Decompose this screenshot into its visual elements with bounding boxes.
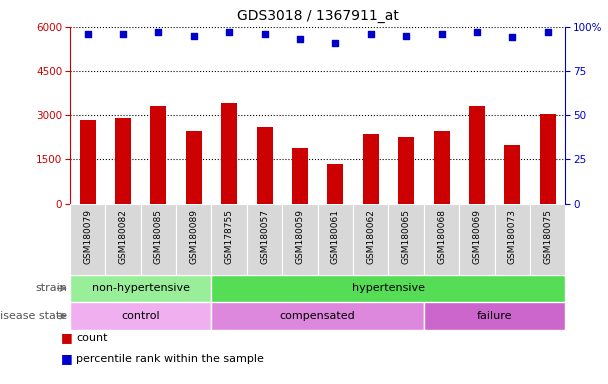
- Bar: [150, 106, 167, 204]
- Bar: [505, 145, 520, 204]
- Bar: [469, 106, 485, 204]
- Point: [224, 29, 234, 35]
- Bar: [186, 131, 202, 204]
- Bar: [434, 131, 449, 204]
- Bar: [328, 164, 344, 204]
- Bar: [424, 204, 459, 275]
- Point: [437, 31, 446, 37]
- Bar: [247, 204, 282, 275]
- Text: GSM180082: GSM180082: [119, 209, 128, 264]
- Point: [189, 33, 199, 39]
- Bar: [282, 204, 317, 275]
- Bar: [530, 204, 565, 275]
- Text: GSM180065: GSM180065: [402, 209, 410, 264]
- Point: [401, 33, 411, 39]
- Point: [543, 29, 553, 35]
- Bar: [389, 204, 424, 275]
- Bar: [176, 204, 212, 275]
- Point: [260, 31, 269, 37]
- Text: disease state: disease state: [0, 311, 67, 321]
- Text: failure: failure: [477, 311, 513, 321]
- Text: GSM180089: GSM180089: [189, 209, 198, 264]
- Bar: [424, 302, 565, 330]
- Text: ■: ■: [61, 331, 72, 344]
- Point: [472, 29, 482, 35]
- Point: [83, 31, 92, 37]
- Text: non-hypertensive: non-hypertensive: [92, 283, 190, 293]
- Bar: [212, 204, 247, 275]
- Bar: [221, 103, 237, 204]
- Bar: [70, 275, 212, 302]
- Bar: [105, 204, 140, 275]
- Text: GSM180075: GSM180075: [543, 209, 552, 264]
- Text: GSM178755: GSM178755: [225, 209, 233, 264]
- Text: GSM180085: GSM180085: [154, 209, 163, 264]
- Point: [154, 29, 164, 35]
- Bar: [257, 127, 272, 204]
- Bar: [353, 204, 389, 275]
- Bar: [70, 204, 105, 275]
- Text: GSM180079: GSM180079: [83, 209, 92, 264]
- Point: [366, 31, 376, 37]
- Text: GSM180059: GSM180059: [295, 209, 305, 264]
- Text: GSM180061: GSM180061: [331, 209, 340, 264]
- Bar: [80, 120, 95, 204]
- Bar: [292, 147, 308, 204]
- Text: ■: ■: [61, 352, 72, 365]
- Text: GSM180073: GSM180073: [508, 209, 517, 264]
- Title: GDS3018 / 1367911_at: GDS3018 / 1367911_at: [237, 9, 399, 23]
- Text: percentile rank within the sample: percentile rank within the sample: [76, 354, 264, 364]
- Bar: [398, 137, 414, 204]
- Point: [118, 31, 128, 37]
- Text: GSM180057: GSM180057: [260, 209, 269, 264]
- Bar: [140, 204, 176, 275]
- Bar: [115, 118, 131, 204]
- Point: [331, 40, 340, 46]
- Text: count: count: [76, 333, 108, 343]
- Bar: [363, 134, 379, 204]
- Bar: [495, 204, 530, 275]
- Text: strain: strain: [35, 283, 67, 293]
- Text: GSM180068: GSM180068: [437, 209, 446, 264]
- Text: GSM180069: GSM180069: [472, 209, 482, 264]
- Bar: [459, 204, 495, 275]
- Point: [508, 35, 517, 41]
- Point: [295, 36, 305, 42]
- Text: hypertensive: hypertensive: [352, 283, 425, 293]
- Bar: [70, 302, 212, 330]
- Text: compensated: compensated: [280, 311, 356, 321]
- Bar: [540, 114, 556, 204]
- Text: GSM180062: GSM180062: [366, 209, 375, 264]
- Bar: [317, 204, 353, 275]
- Bar: [212, 302, 424, 330]
- Text: control: control: [122, 311, 160, 321]
- Bar: [212, 275, 565, 302]
